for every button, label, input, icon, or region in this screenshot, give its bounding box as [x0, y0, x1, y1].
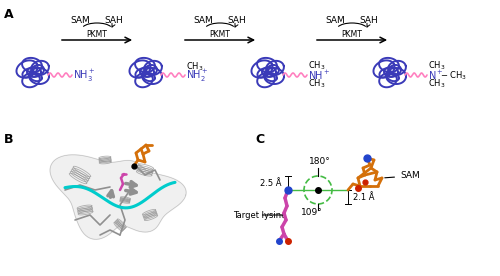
Text: A: A [4, 8, 14, 21]
Text: CH$_3$: CH$_3$ [428, 60, 446, 72]
Text: $-$ CH$_3$: $-$ CH$_3$ [440, 69, 467, 82]
Text: NH$_3^+$: NH$_3^+$ [73, 67, 96, 84]
Text: N$^+$: N$^+$ [428, 69, 444, 82]
Text: NH$_2^+$: NH$_2^+$ [186, 67, 208, 84]
Text: 2.1 Å: 2.1 Å [353, 192, 374, 201]
Text: SAM: SAM [193, 16, 213, 25]
Text: CH$_3$: CH$_3$ [186, 61, 204, 73]
Polygon shape [50, 155, 186, 239]
Text: SAH: SAH [228, 16, 246, 25]
Text: SAM: SAM [70, 16, 90, 25]
Text: SAH: SAH [360, 16, 378, 25]
Text: CH$_3$: CH$_3$ [308, 78, 326, 90]
Text: SAM: SAM [385, 171, 420, 181]
Text: SAH: SAH [104, 16, 124, 25]
Text: C: C [255, 133, 264, 146]
Text: CH$_3$: CH$_3$ [308, 60, 326, 72]
Text: SAM: SAM [325, 16, 345, 25]
Text: Target lysine: Target lysine [233, 211, 286, 219]
Text: B: B [4, 133, 14, 146]
Text: 2.5 Å: 2.5 Å [260, 179, 281, 187]
Text: PKMT: PKMT [210, 30, 231, 39]
Text: PKMT: PKMT [342, 30, 362, 39]
Text: 180°: 180° [309, 157, 331, 166]
Text: CH$_3$: CH$_3$ [428, 78, 446, 90]
Text: NH$^+$: NH$^+$ [308, 69, 330, 82]
Text: 109°: 109° [301, 208, 323, 217]
Text: PKMT: PKMT [86, 30, 108, 39]
